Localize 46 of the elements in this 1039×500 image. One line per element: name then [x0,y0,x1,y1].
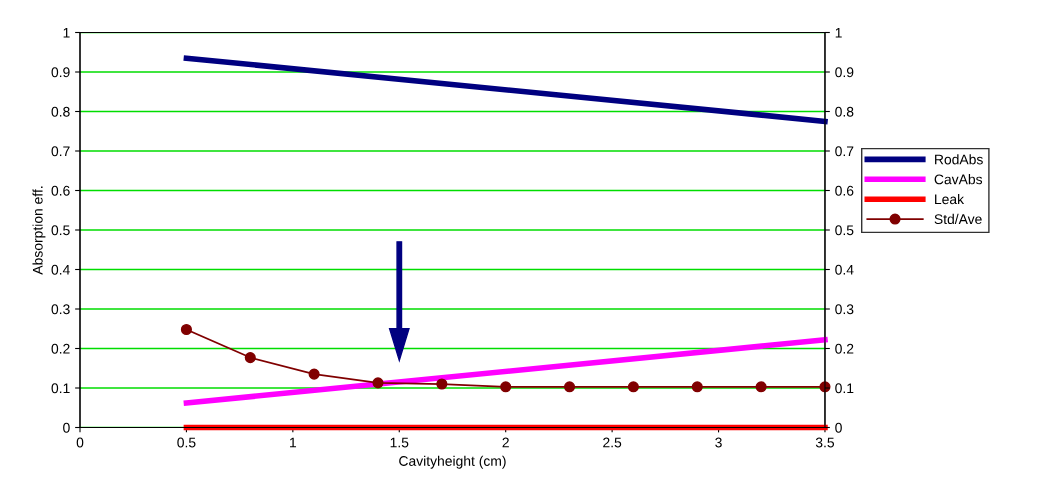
y-tick-label: 0.4 [51,264,70,275]
y-tick-label: 0.1 [51,383,70,394]
y2-tick-label: 0.3 [835,304,854,315]
y2-tick-label: 1 [835,27,842,38]
x-tick-label: 0.5 [177,437,196,448]
x-axis-title: Cavityheight (cm) [399,455,506,469]
y2-tick-label: 0.4 [835,264,854,275]
y2-tick-label: 0.6 [835,185,854,196]
point [436,378,448,390]
legend-label: RodAbs [935,154,983,165]
y-tick-label: 0.2 [51,343,70,354]
point [500,381,512,393]
point [372,377,384,389]
y-tick-label: 0.5 [51,225,70,236]
x-tick-label: 1 [290,437,297,448]
y2-tick-label: 0.8 [835,106,854,117]
y-tick-label: 0 [63,422,70,433]
x-tick-label: 3 [715,437,722,448]
y-tick-label: 0.7 [51,146,70,157]
y2-tick-label: 0.1 [835,383,854,394]
x-tick-label: 1.5 [390,437,409,448]
y2-tick-label: 0.2 [835,343,854,354]
legend-label: CavAbs [934,174,983,185]
point [244,352,256,364]
x-tick-label: 3.5 [815,437,835,448]
y-tick-label: 0.3 [51,304,70,315]
y-tick-label: 0.6 [51,185,70,196]
y-tick-label: 1 [63,27,70,38]
point [691,381,703,393]
y-tick-label: 0.8 [51,106,70,117]
x-tick-label: 0 [76,437,84,448]
y2-tick-label: 0.5 [835,225,854,236]
x-tick-label: 2 [502,437,509,448]
point [180,323,192,336]
x-tick-label: 2.5 [603,437,622,448]
point [308,368,320,380]
point [627,381,639,393]
y-tick-label: 0.9 [51,67,70,78]
y2-tick-label: 0.9 [835,67,854,78]
legend-label: Std/Ave [934,213,982,225]
legend-label: Leak [935,193,965,205]
y2-tick-label: 0.7 [835,146,854,157]
point [755,381,767,393]
point [563,381,576,393]
y2-tick-label: 0 [835,422,842,433]
y-axis-title: Absorption eff. [32,186,46,275]
